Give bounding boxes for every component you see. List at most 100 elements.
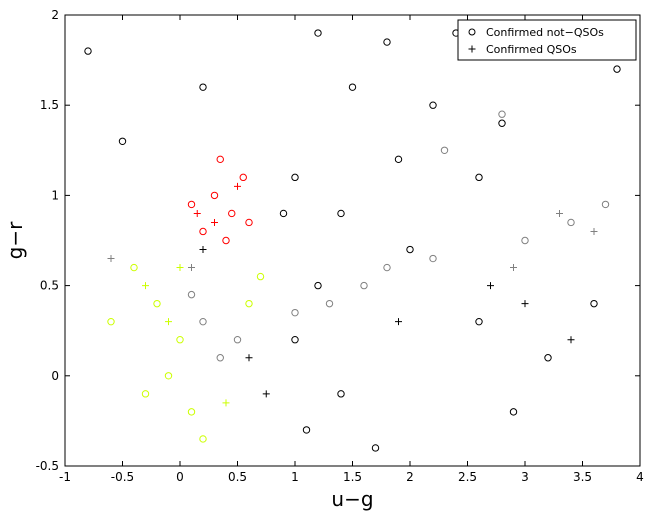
data-point-3-9: [107, 317, 115, 326]
data-point-5-2: [510, 264, 517, 272]
x-tick-label: -0.5: [111, 470, 134, 484]
data-point-0-18: [590, 299, 598, 308]
data-point-6-1: [234, 182, 241, 190]
data-point-1-9: [521, 236, 529, 245]
data-point-6-2: [211, 218, 218, 226]
x-tick-label: 3: [521, 470, 529, 484]
data-point-3-8: [256, 272, 265, 281]
data-point-0-1: [383, 38, 391, 46]
data-point-4-4: [487, 282, 494, 290]
x-tick-label: 0: [176, 470, 184, 484]
data-point-5-0: [556, 209, 563, 217]
data-point-3-3: [187, 408, 196, 416]
data-point-2-1: [228, 209, 236, 218]
data-point-3-0: [153, 299, 161, 308]
x-tick-label: 3.5: [573, 470, 592, 484]
x-tick-label: 2.5: [458, 470, 477, 484]
data-point-1-5: [360, 281, 368, 290]
x-axis-label: u−g: [331, 487, 373, 511]
axis-ticks: -1 -0.5 0 0.5 1 1.5 2 2.5 3 3.5 4-0.500.511.52: [36, 8, 644, 484]
x-tick-label: 1: [291, 470, 299, 484]
data-point-7-1: [176, 264, 184, 272]
data-point-4-3: [521, 300, 529, 308]
data-point-3-1: [176, 336, 184, 344]
y-tick-label: 0: [51, 369, 59, 383]
data-point-0-11: [406, 245, 414, 254]
data-point-1-4: [325, 299, 334, 308]
data-point-0-8: [291, 173, 299, 182]
data-point-0-4: [348, 83, 357, 91]
data-point-0-22: [613, 65, 621, 73]
data-point-7-2: [165, 318, 172, 326]
data-point-1-2: [187, 290, 196, 299]
x-tick-label: -1: [59, 470, 71, 484]
data-point-7-3: [222, 399, 230, 407]
data-point-0-25: [279, 209, 288, 218]
data-point-2-5: [187, 200, 196, 209]
data-point-0-5: [429, 101, 437, 109]
data-point-5-3: [107, 255, 115, 263]
data-point-0-0: [314, 29, 322, 37]
data-point-0-20: [118, 137, 127, 145]
data-point-0-16: [475, 317, 483, 326]
data-point-0-7: [394, 155, 403, 164]
x-tick-label: 0.5: [228, 470, 247, 484]
data-point-0-14: [337, 390, 345, 398]
data-point-1-3: [233, 336, 242, 344]
data-point-1-1: [216, 354, 224, 362]
data-point-2-2: [199, 227, 207, 236]
data-point-4-2: [262, 390, 270, 398]
data-point-3-5: [245, 299, 253, 308]
data-point-0-19: [84, 47, 92, 55]
data-point-0-17: [544, 354, 552, 362]
data-point-0-6: [498, 119, 506, 127]
data-point-0-23: [509, 408, 518, 416]
data-point-5-4: [188, 264, 195, 272]
legend-box: [457, 19, 637, 61]
data-point-0-10: [337, 209, 345, 218]
data-point-1-6: [383, 263, 391, 272]
data-point-3-6: [141, 390, 150, 398]
data-point-4-6: [395, 318, 402, 326]
data-point-2-7: [222, 236, 230, 245]
data-point-1-7: [429, 254, 437, 263]
data-point-0-9: [475, 173, 483, 182]
data-point-4-0: [199, 246, 207, 254]
data-point-1-10: [567, 218, 575, 227]
data-point-2-0: [210, 191, 219, 200]
data-point-7-0: [142, 282, 149, 290]
data-point-0-24: [371, 444, 380, 452]
x-tick-label: 4: [636, 470, 644, 484]
data-point-1-13: [440, 146, 449, 155]
x-tick-label: 2: [406, 470, 414, 484]
data-point-0-13: [291, 336, 299, 344]
data-point-3-4: [130, 263, 138, 272]
data-point-1-12: [498, 110, 506, 118]
y-tick-label: 1: [51, 188, 59, 202]
data-point-2-6: [245, 218, 253, 227]
data-point-3-2: [164, 372, 173, 380]
legend: Confirmed not−QSOs Confirmed QSOs: [457, 19, 637, 61]
data-point-3-7: [199, 435, 207, 443]
data-point-2-3: [239, 173, 247, 182]
data-point-2-4: [216, 155, 224, 164]
data-point-5-1: [590, 227, 598, 235]
data-point-4-1: [245, 354, 253, 362]
y-tick-label: 0.5: [40, 279, 59, 293]
legend-entry-not-qso: Confirmed not−QSOs: [486, 26, 604, 39]
legend-marker-circle: [468, 28, 476, 36]
data-point-6-0: [193, 209, 201, 217]
y-axis-label: g−r: [3, 221, 27, 259]
data-point-1-8: [291, 308, 299, 317]
x-tick-label: 1.5: [343, 470, 362, 484]
data-point-4-5: [567, 336, 575, 344]
data-point-1-0: [199, 317, 207, 326]
data-point-0-21: [199, 83, 207, 91]
data-point-0-12: [314, 281, 322, 290]
legend-entry-qso: Confirmed QSOs: [486, 43, 577, 56]
data-point-1-11: [601, 200, 610, 209]
y-tick-label: -0.5: [36, 459, 59, 473]
data-point-0-15: [302, 426, 311, 434]
y-tick-label: 1.5: [40, 98, 59, 112]
